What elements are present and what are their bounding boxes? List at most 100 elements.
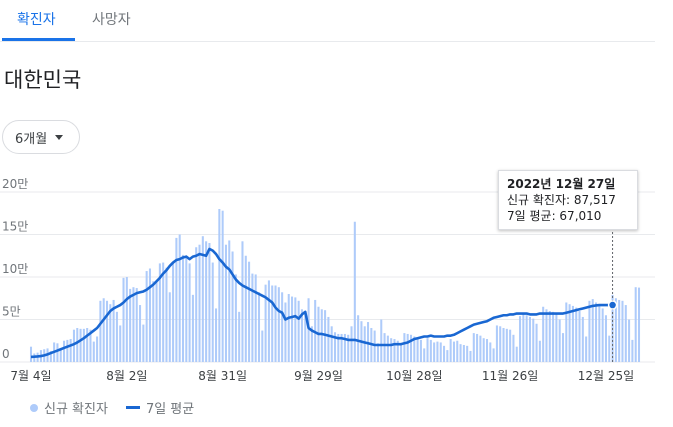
case-bar bbox=[215, 308, 218, 362]
case-bar bbox=[469, 350, 472, 362]
case-bar bbox=[433, 342, 436, 362]
case-bar bbox=[489, 342, 492, 362]
x-tick-label: 12월 25일 bbox=[578, 369, 634, 383]
case-bar bbox=[198, 244, 201, 362]
y-tick-label: 0 bbox=[2, 347, 10, 361]
tooltip-new-cases: 신규 확진자: 87,517 bbox=[507, 193, 616, 207]
case-bar bbox=[132, 287, 135, 362]
case-bar bbox=[158, 263, 161, 362]
y-tick-label: 20만 bbox=[2, 177, 28, 191]
case-bar bbox=[86, 328, 89, 362]
case-bar bbox=[284, 302, 287, 362]
case-bar bbox=[357, 315, 360, 362]
case-bar bbox=[241, 241, 244, 362]
case-bar bbox=[522, 312, 525, 362]
case-bar bbox=[281, 292, 284, 362]
case-bar bbox=[598, 305, 601, 362]
y-tick-label: 15만 bbox=[2, 220, 28, 234]
case-bar bbox=[165, 267, 168, 362]
case-bar bbox=[205, 241, 208, 362]
case-bar bbox=[512, 334, 515, 362]
case-bar bbox=[396, 340, 399, 362]
case-bar bbox=[347, 334, 350, 362]
x-tick-label: 9월 29일 bbox=[294, 369, 343, 383]
case-bar bbox=[416, 338, 419, 362]
case-bar bbox=[545, 309, 548, 362]
case-bar bbox=[509, 329, 512, 362]
case-bar bbox=[595, 302, 598, 362]
case-bar bbox=[69, 339, 72, 362]
case-bar bbox=[72, 329, 75, 362]
case-bar bbox=[565, 302, 568, 362]
case-bar bbox=[476, 333, 479, 362]
case-bar bbox=[294, 297, 297, 362]
case-bar bbox=[139, 305, 142, 362]
case-bar bbox=[99, 300, 102, 362]
case-bar bbox=[221, 210, 224, 362]
case-bar bbox=[178, 234, 181, 362]
case-bar bbox=[310, 326, 313, 362]
case-bar bbox=[390, 338, 393, 362]
case-bar bbox=[102, 298, 105, 362]
case-bar bbox=[115, 311, 118, 362]
case-bar bbox=[628, 319, 631, 362]
case-bar bbox=[409, 334, 413, 362]
y-tick-label: 10만 bbox=[2, 262, 28, 276]
case-bar bbox=[525, 315, 528, 362]
case-bar bbox=[257, 292, 261, 362]
case-bar bbox=[224, 244, 227, 362]
case-bar bbox=[89, 329, 92, 362]
x-tick-label: 7월 4일 bbox=[10, 369, 51, 383]
tooltip-average: 7일 평균: 67,010 bbox=[507, 209, 602, 223]
case-bar bbox=[561, 333, 565, 362]
case-bar bbox=[287, 294, 290, 362]
case-bar bbox=[129, 288, 132, 362]
tab-deaths[interactable]: 사망자 bbox=[92, 12, 131, 28]
hover-point[interactable] bbox=[607, 300, 618, 310]
case-bar bbox=[446, 350, 449, 362]
case-bar bbox=[624, 305, 627, 362]
case-bar bbox=[188, 263, 191, 362]
case-bar bbox=[201, 236, 204, 362]
case-bar bbox=[618, 299, 621, 362]
case-bar bbox=[125, 277, 128, 362]
case-bar bbox=[172, 263, 175, 362]
x-tick-label: 10월 28일 bbox=[386, 369, 442, 383]
case-bar bbox=[426, 338, 429, 362]
case-bar bbox=[542, 306, 545, 362]
case-bar bbox=[234, 274, 237, 362]
case-bar bbox=[162, 262, 165, 362]
average-line bbox=[30, 247, 613, 359]
case-bar bbox=[413, 336, 416, 362]
case-bar bbox=[532, 318, 535, 362]
time-range-dropdown[interactable]: 6개월 bbox=[2, 120, 80, 154]
case-bar bbox=[122, 277, 125, 362]
case-bar bbox=[482, 338, 485, 362]
case-bar bbox=[142, 324, 145, 362]
case-bar bbox=[515, 346, 518, 362]
case-bar bbox=[238, 311, 241, 362]
case-bar bbox=[558, 319, 561, 362]
chart-tooltip: 2022년 12월 27일 신규 확진자: 87,517 7일 평균: 67,0… bbox=[498, 170, 638, 230]
case-bar bbox=[274, 285, 277, 362]
case-bar bbox=[403, 333, 406, 362]
case-bar bbox=[218, 209, 221, 362]
case-bar bbox=[244, 255, 247, 362]
case-bar bbox=[254, 274, 257, 362]
case-bar bbox=[419, 339, 422, 362]
case-bar bbox=[350, 326, 353, 362]
case-bar bbox=[423, 348, 426, 362]
case-bar bbox=[495, 325, 498, 362]
case-bar bbox=[631, 339, 634, 362]
case-bar bbox=[264, 284, 267, 362]
case-bar bbox=[63, 340, 66, 362]
case-bar bbox=[459, 344, 462, 362]
case-bar bbox=[386, 335, 389, 362]
case-bar bbox=[601, 308, 604, 362]
case-bar bbox=[320, 309, 323, 362]
x-tick-label: 11월 26일 bbox=[482, 369, 538, 383]
tab-confirmed[interactable]: 확진자 bbox=[17, 12, 56, 28]
case-bar bbox=[96, 336, 99, 362]
case-bar bbox=[466, 345, 469, 362]
case-bar bbox=[637, 287, 641, 362]
